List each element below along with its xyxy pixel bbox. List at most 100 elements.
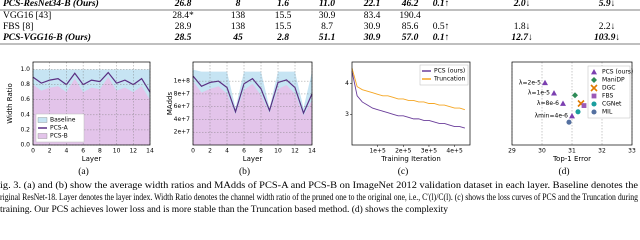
legend-box [419,64,469,86]
x-tick-label: 3e+5 [421,148,438,155]
subfigure-label: (c) [398,166,409,177]
plot-frame [511,61,633,146]
point [581,103,587,108]
legend-swatch [37,117,48,123]
legend-label: Baseline [50,117,76,124]
table-cell: 1.6 [277,0,289,9]
legend-label: DGC [602,85,615,92]
table-cell: 0.5↑ [433,22,450,32]
legend-marker [590,84,598,92]
table-cell: 15.5 [275,22,292,32]
x-tick-label: 6 [242,148,246,155]
table-cell: VGG16 [43] [3,11,51,21]
line [351,68,465,111]
table-cell: 1.8↓ [514,22,531,32]
area [193,81,312,145]
legend-label: PCS (ours) [602,69,633,76]
y-tick-label: 2e+7 [174,129,191,136]
table-cell: 51.1 [319,33,336,43]
y-tick-label: 3 [345,111,349,118]
table-cell: 103.9↓ [594,33,620,43]
x-tick-label: 4 [65,148,69,155]
table-cell: 2.8 [276,33,289,43]
table-cell: PCS-ResNet34-B (Ours) [3,0,99,9]
table-cell: 5.9↓ [599,0,616,9]
table-cell: 15.5 [275,11,292,21]
paper-page: PCS-ResNet34-B (Ours) 26.8 8 1.6 11.0 22.1 46.… [0,0,640,215]
x-tick-label: 1e+5 [369,148,386,155]
table-cell: 28.5 [174,33,192,43]
y-tick-label: 8e+7 [174,90,191,97]
plot-frame [351,61,471,146]
table-cell: FBS [8] [3,22,33,32]
y-axis-label: Width Ratio [6,83,14,124]
legend-label: PCS (ours) [434,68,465,75]
point-label: λmin=4e-6 [535,112,569,119]
table-cell: 190.4 [399,11,421,21]
x-tick-label: 14 [308,148,316,155]
legend-label: PCS-B [50,133,68,140]
x-tick-label: 0 [31,148,35,155]
x-tick-label: 0 [191,148,195,155]
plot-frame [192,61,313,146]
x-tick-label: 4e+5 [446,148,463,155]
x-tick-label: 32 [598,148,606,155]
table-cell: 22.1 [363,0,381,9]
legend-box [587,65,631,119]
x-tick-label: 2 [208,148,212,155]
x-axis-label: Layer [243,155,263,163]
line [32,71,151,93]
y-tick-label: 0.6 [20,96,30,103]
y-tick-label: 0.2 [20,126,30,133]
table-cell: 8.7 [321,22,333,32]
x-tick-label: 12 [129,148,137,155]
y-tick-label: 0.0 [20,142,30,149]
y-tick-label: 4e+7 [174,116,191,123]
y-tick-label: 6e+7 [174,103,191,110]
table-cell: 2.2↓ [599,22,616,32]
y-tick-label: 0.4 [20,111,30,118]
subfigure-label: (b) [239,166,250,177]
point [572,92,578,99]
point-label: λ=8e-6 [537,100,559,107]
line [192,75,313,115]
x-tick-label: 12 [291,148,299,155]
x-tick-label: 31 [568,148,576,155]
table-cell: 2.0↓ [513,0,531,9]
table-cell: 30.9 [364,22,381,32]
table-cell: 8 [236,0,241,9]
table-cell: 12.7↓ [511,33,532,43]
x-axis-label: Top-1 Error [552,155,591,163]
subfigure-label: (d) [558,166,569,177]
table-cell: 138 [231,22,246,32]
x-tick-label: 4 [225,148,229,155]
line [351,71,465,129]
y-tick-label: 4 [345,80,349,87]
legend-marker [591,101,597,107]
legend-marker [591,69,597,75]
point [566,119,572,125]
table-cell: 28.4* [172,11,194,21]
legend-marker [591,109,597,115]
table-cell: 11.0 [319,0,335,9]
page: PCS-ResNet34-B (Ours) 26.8 8 1.6 11.0 22.1 46.… [0,0,640,216]
legend-marker [591,93,597,99]
x-tick-label: 10 [113,148,121,155]
y-tick-label: 1e+8 [174,78,191,85]
legend-label: Truncation [433,76,466,83]
point-label: λ=1e-5 [528,90,550,97]
x-tick-label: 29 [508,148,516,155]
x-tick-label: 2e+5 [395,148,412,155]
x-tick-label: 33 [628,148,636,155]
caption-line: riginal ResNet-18. Layer denotes the lay… [0,192,638,203]
x-tick-label: 30 [538,148,546,155]
table-cell: 46.2 [401,0,419,9]
point [542,79,548,86]
legend-label: MIL [602,109,613,116]
subfigure-label: (a) [78,166,89,177]
legend-swatch [37,133,48,139]
x-axis-label: Training Iteration [380,155,441,163]
legend-label: PCS-A [50,125,69,132]
legend-label: FBS [602,93,613,100]
y-tick-label: 0.8 [20,81,30,88]
